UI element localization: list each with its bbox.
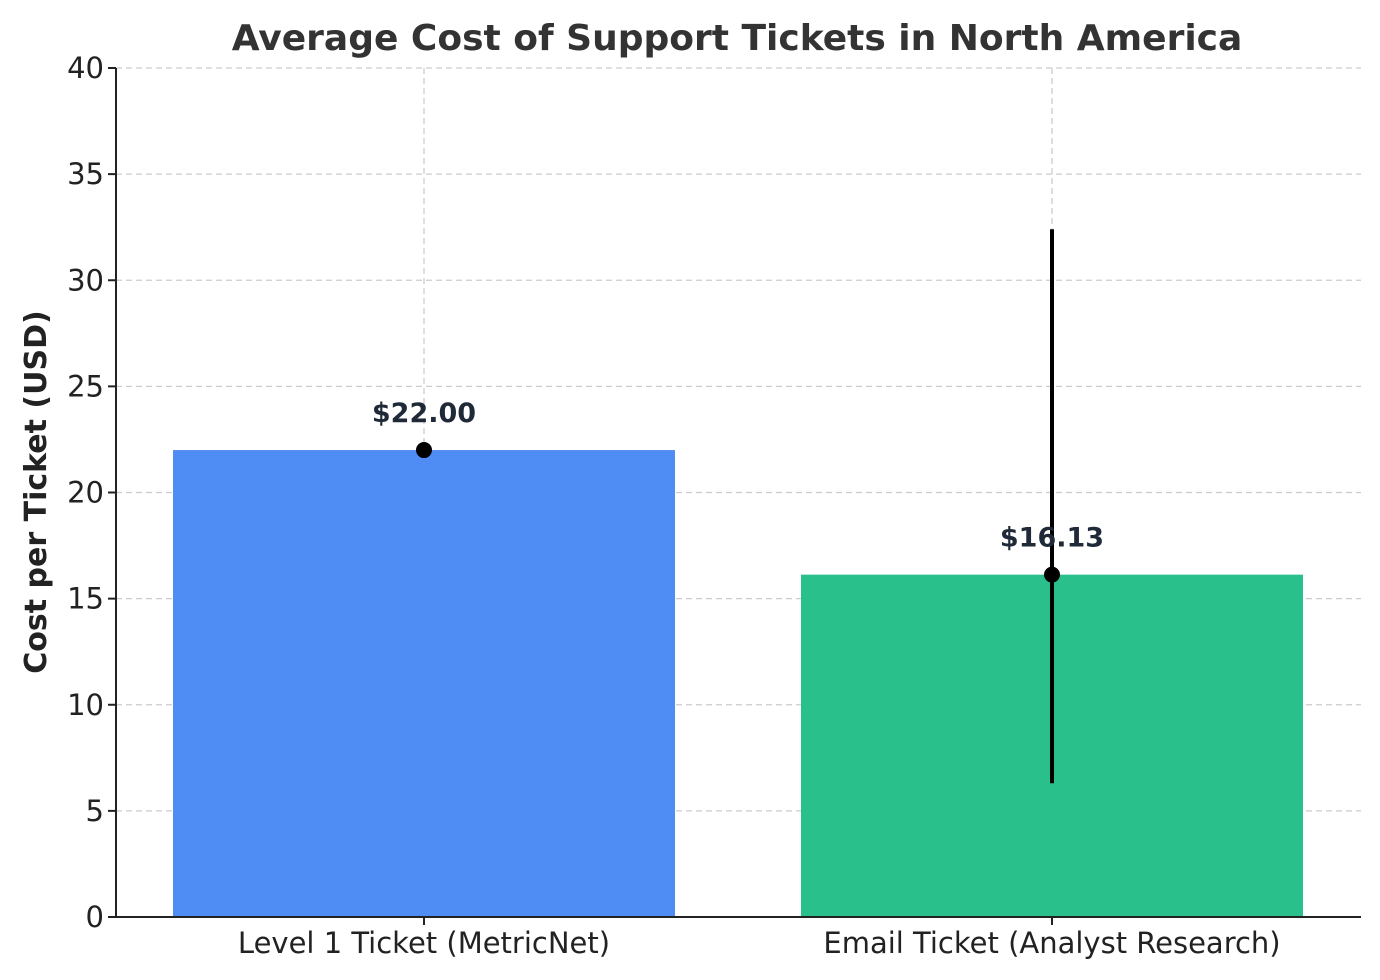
x-ticks: Level 1 Ticket (MetricNet) Email Ticket (… [238, 917, 1281, 960]
data-point-marker [416, 442, 432, 459]
x-tick-label: Email Ticket (Analyst Research) [823, 926, 1280, 960]
x-tick-label: Level 1 Ticket (MetricNet) [238, 926, 610, 960]
data-labels: $22.00 $16.13 [372, 398, 1104, 554]
bars [173, 450, 1303, 917]
y-axis-label: Cost per Ticket (USD) [19, 310, 54, 673]
data-point-marker [1044, 566, 1060, 583]
y-tick-label: 15 [67, 582, 104, 616]
y-tick-label: 0 [86, 900, 104, 934]
y-tick-label: 5 [86, 794, 104, 828]
data-value-label: $22.00 [372, 398, 476, 429]
y-tick-label: 25 [67, 369, 104, 403]
error-bars [416, 229, 1060, 784]
y-tick-label: 20 [67, 476, 104, 510]
y-ticks: 0 5 10 15 20 25 30 35 40 [67, 51, 116, 934]
bar [173, 450, 675, 917]
y-tick-label: 10 [67, 688, 104, 722]
data-value-label: $16.13 [1000, 523, 1104, 554]
y-tick-label: 35 [67, 157, 104, 191]
chart-title: Average Cost of Support Tickets in North… [232, 18, 1243, 59]
y-tick-label: 30 [67, 263, 104, 297]
y-tick-label: 40 [67, 51, 104, 85]
